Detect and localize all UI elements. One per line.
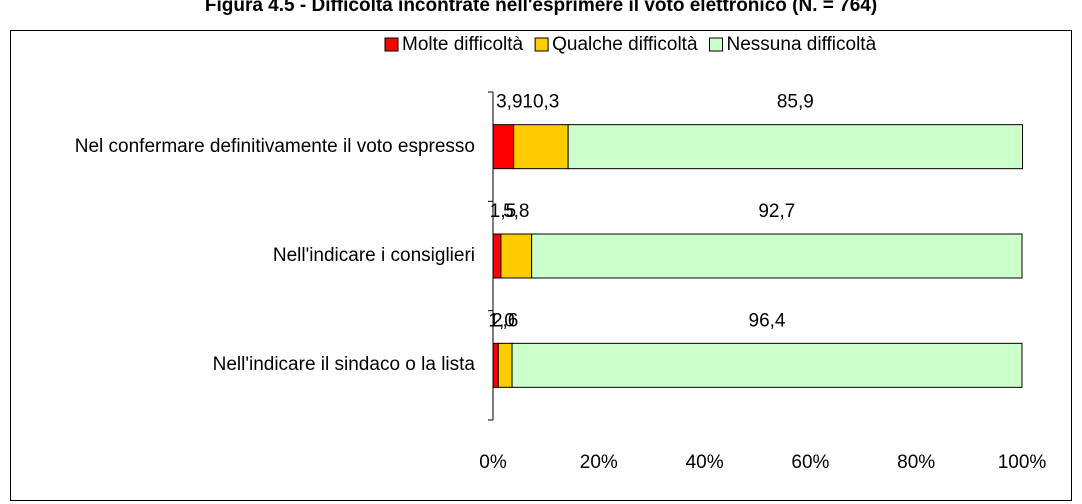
x-tick-label: 80% [897, 452, 935, 473]
chart-border [10, 30, 1072, 501]
value-label: 85,9 [777, 92, 814, 113]
legend-swatch [534, 37, 549, 52]
legend-swatch [384, 37, 399, 52]
bar-segment [500, 233, 533, 279]
value-label: 10,3 [522, 92, 559, 113]
bar-segment [492, 342, 499, 388]
x-tick-label: 60% [791, 452, 829, 473]
bar-segment [492, 124, 515, 170]
bar-segment [511, 342, 1023, 388]
x-tick-label: 20% [580, 452, 618, 473]
value-label: 3,9 [496, 92, 522, 113]
category-label: Nell'indicare i consiglieri [20, 244, 475, 268]
chart-title: Figura 4.5 - Difficoltà incontrate nell'… [205, 0, 877, 16]
x-tick-label: 0% [479, 452, 507, 473]
category-text: Nell'indicare i consiglieri [272, 245, 475, 266]
bar-segment [497, 342, 513, 388]
category-label: Nel confermare definitivamente il voto e… [20, 135, 475, 159]
legend-label: Qualche difficoltà [552, 34, 698, 55]
value-label: 2,6 [492, 310, 518, 331]
bar-segment [567, 124, 1024, 170]
value-label: 92,7 [758, 201, 795, 222]
legend-label: Nessuna difficoltà [727, 34, 877, 55]
x-tick-label: 40% [686, 452, 724, 473]
category-label: Nell'indicare il sindaco o la lista [20, 353, 475, 377]
x-tick-label: 100% [998, 452, 1047, 473]
value-label: 1,5 [490, 201, 516, 222]
legend-label: Molte difficoltà [402, 34, 524, 55]
legend-swatch [709, 37, 724, 52]
bar-segment [513, 124, 569, 170]
category-text: Nell'indicare il sindaco o la lista [212, 354, 475, 376]
category-text: Nel confermare definitivamente il voto e… [74, 135, 475, 157]
value-label: 96,4 [749, 310, 786, 331]
bar-segment [531, 233, 1023, 279]
value-label: 1,0 [488, 310, 514, 331]
value-label: 5,8 [503, 201, 529, 222]
bar-segment [492, 233, 502, 279]
